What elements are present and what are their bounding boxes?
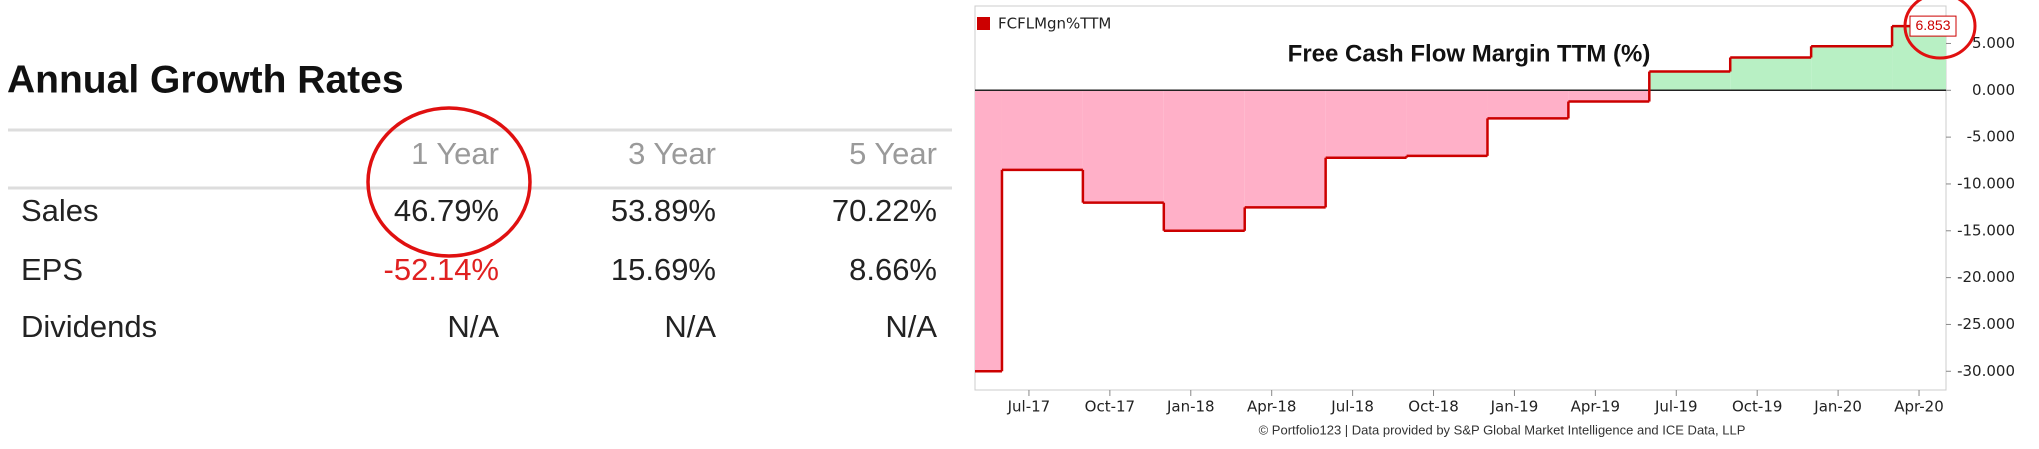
cell: 15.69% [611,252,716,287]
row-label: EPS [21,252,83,287]
area-step [1163,90,1245,231]
area-step [1730,57,1812,91]
value-label: 6.853 [1915,17,1950,33]
area-step [1082,90,1164,203]
area-step [1811,46,1893,91]
y-tick-label: 0.000 [1972,81,2015,99]
cell: -52.14% [384,252,499,287]
area-step [1568,90,1650,102]
column-header: 3 Year [628,136,716,171]
area-step [1406,90,1488,156]
y-tick-label: 5.000 [1972,34,2015,52]
y-tick-label: -20.000 [1957,268,2015,286]
x-tick-label: Oct-18 [1408,398,1458,416]
area-step [1325,90,1407,158]
area-step [1487,90,1569,119]
cell: N/A [664,309,716,344]
row-label: Sales [21,193,99,228]
row-label: Dividends [21,309,157,344]
area-step [975,90,1002,372]
cell: N/A [447,309,499,344]
area-step [1649,71,1731,91]
cell: 46.79% [394,193,499,228]
x-tick-label: Apr-18 [1247,398,1297,416]
legend-label: FCFLMgn%TTM [998,15,1111,33]
x-tick-label: Jan-20 [1813,398,1862,416]
legend-swatch [977,17,990,30]
x-tick-label: Jan-18 [1166,398,1215,416]
y-tick-label: -5.000 [1967,128,2015,146]
cell: 53.89% [611,193,716,228]
x-tick-label: Apr-20 [1894,398,1944,416]
y-tick-label: -10.000 [1957,174,2015,192]
column-header: 5 Year [849,136,937,171]
column-header: 1 Year [411,136,499,171]
value-label-box [1909,15,1957,37]
y-tick-label: -25.000 [1957,315,2015,333]
highlight-circle [366,106,532,258]
cell: N/A [885,309,937,344]
area-step [1001,90,1083,170]
x-tick-label: Jan-19 [1490,398,1539,416]
area-step [1244,90,1326,208]
x-tick-label: Jul-17 [1007,398,1051,416]
y-tick-label: -15.000 [1957,221,2015,239]
cell: 70.22% [832,193,937,228]
table-body: Sales 46.79% 53.89% 70.22% EPS -52.14% 15.69% 8… [21,193,937,344]
footer: © Portfolio123 | Data provided by S&P Gl… [1259,422,1746,437]
x-tick-label: Oct-17 [1085,398,1135,416]
y-tick-label: -30.000 [1957,362,2015,380]
highlight-circle [1903,0,1977,60]
x-tick-label: Jul-19 [1654,398,1698,416]
x-tick-label: Oct-19 [1732,398,1782,416]
chart-title: Free Cash Flow Margin TTM (%) [1288,40,1651,67]
chart: 6.853 5.000 0.000 -5.000 -10.000 -15.000 -20.0… [975,15,2015,416]
x-tick-label: Jul-18 [1330,398,1374,416]
table-title: Annual Growth Rates [7,58,404,101]
cell: 8.66% [849,252,937,287]
x-tick-label: Apr-19 [1571,398,1621,416]
